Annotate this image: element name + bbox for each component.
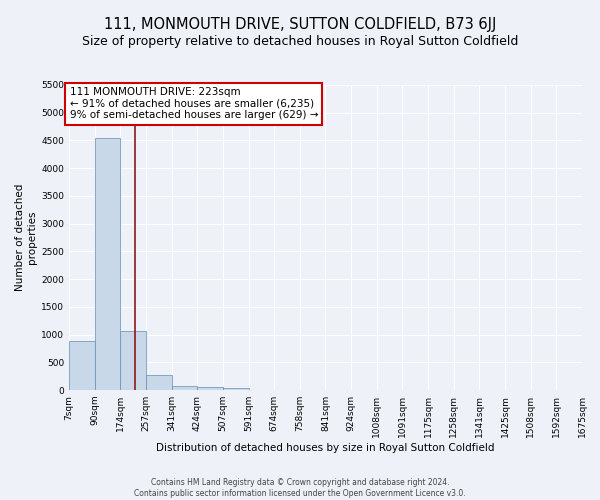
Bar — [146, 375, 172, 390]
Text: Size of property relative to detached houses in Royal Sutton Coldfield: Size of property relative to detached ho… — [82, 35, 518, 48]
Bar — [95, 138, 121, 390]
Bar — [223, 388, 248, 390]
Text: Contains HM Land Registry data © Crown copyright and database right 2024.
Contai: Contains HM Land Registry data © Crown c… — [134, 478, 466, 498]
Bar — [172, 386, 197, 390]
Bar — [121, 331, 146, 390]
X-axis label: Distribution of detached houses by size in Royal Sutton Coldfield: Distribution of detached houses by size … — [156, 442, 495, 452]
Y-axis label: Number of detached
properties: Number of detached properties — [16, 184, 37, 291]
Bar — [197, 387, 223, 390]
Text: 111, MONMOUTH DRIVE, SUTTON COLDFIELD, B73 6JJ: 111, MONMOUTH DRIVE, SUTTON COLDFIELD, B… — [104, 18, 496, 32]
Text: 111 MONMOUTH DRIVE: 223sqm
← 91% of detached houses are smaller (6,235)
9% of se: 111 MONMOUTH DRIVE: 223sqm ← 91% of deta… — [70, 87, 318, 120]
Bar — [69, 341, 95, 390]
